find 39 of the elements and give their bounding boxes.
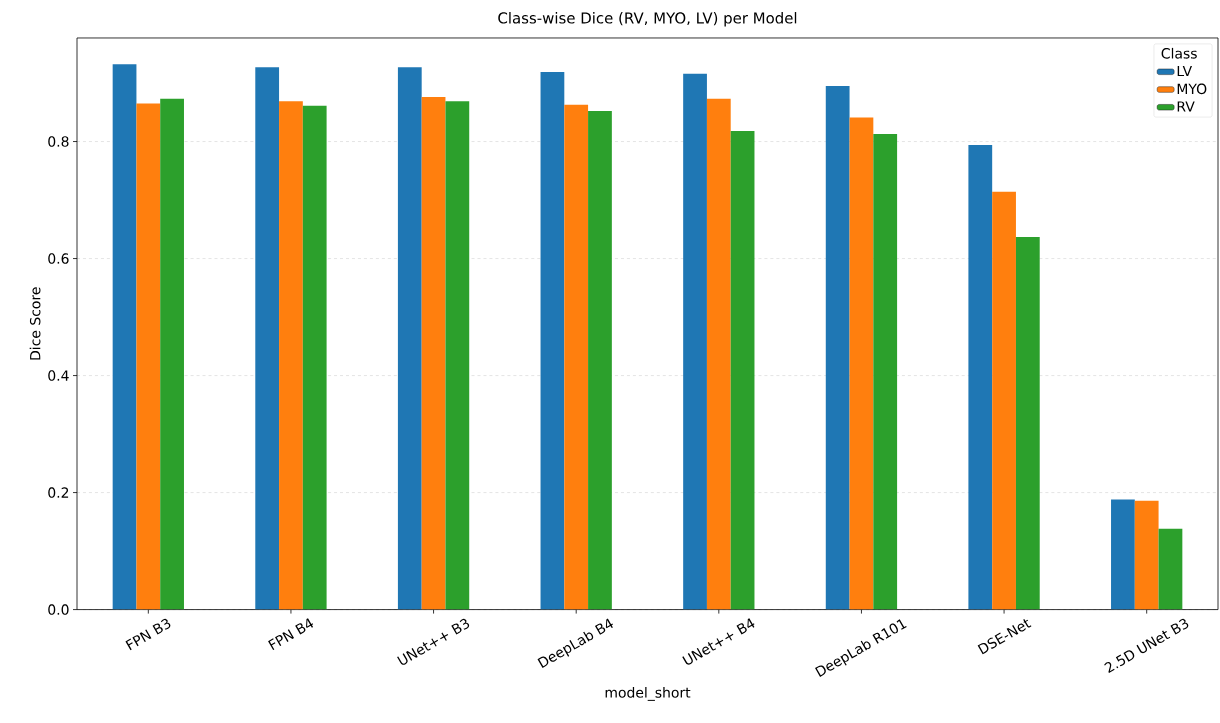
bar xyxy=(540,71,565,610)
x-tick-label: FPN B4 xyxy=(268,618,314,651)
x-axis-title: model_short xyxy=(605,686,691,701)
bar xyxy=(706,98,731,610)
bar xyxy=(1158,528,1183,610)
bar xyxy=(279,101,303,610)
bar xyxy=(968,145,993,610)
y-axis-title: Dice Score xyxy=(29,287,41,360)
x-tick-label: 2.5D UNet B3 xyxy=(1104,618,1189,674)
bar xyxy=(421,97,446,610)
bar xyxy=(825,85,850,610)
bar xyxy=(160,98,184,610)
bar xyxy=(1015,236,1040,610)
y-tick-label: 0.2 xyxy=(48,487,69,498)
y-tick-label: 0.0 xyxy=(48,604,69,615)
bar xyxy=(397,67,422,610)
bar xyxy=(683,73,707,610)
bar xyxy=(588,111,612,610)
bar xyxy=(564,104,589,610)
bar xyxy=(302,105,327,610)
bar xyxy=(992,191,1016,610)
bar xyxy=(112,64,137,610)
bar xyxy=(255,67,280,610)
legend-title: Class xyxy=(1161,47,1197,59)
bar xyxy=(730,131,755,610)
legend-label: MYO xyxy=(1177,83,1207,95)
chart-title: Class-wise Dice (RV, MYO, LV) per Model xyxy=(498,12,797,27)
bar xyxy=(1134,500,1159,610)
y-tick-label: 0.6 xyxy=(48,253,69,264)
legend-label: LV xyxy=(1177,65,1193,77)
y-tick-label: 0.8 xyxy=(48,136,69,147)
x-tick-label: FPN B3 xyxy=(125,618,171,651)
bar xyxy=(1111,499,1135,610)
bar xyxy=(136,103,161,610)
legend-label: RV xyxy=(1177,101,1195,112)
bar xyxy=(445,101,470,610)
bar xyxy=(849,117,874,610)
y-tick-label: 0.4 xyxy=(48,370,69,381)
bar xyxy=(873,133,898,610)
